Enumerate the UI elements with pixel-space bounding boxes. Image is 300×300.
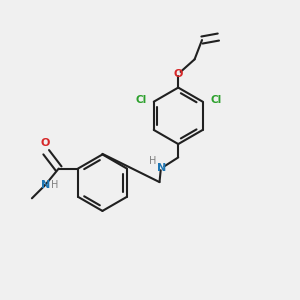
Text: Cl: Cl <box>135 95 146 105</box>
Text: Cl: Cl <box>210 95 221 105</box>
Text: H: H <box>149 156 156 166</box>
Text: O: O <box>173 69 183 79</box>
Text: N: N <box>41 180 50 190</box>
Text: O: O <box>40 138 50 148</box>
Text: H: H <box>51 180 59 190</box>
Text: N: N <box>157 163 167 173</box>
